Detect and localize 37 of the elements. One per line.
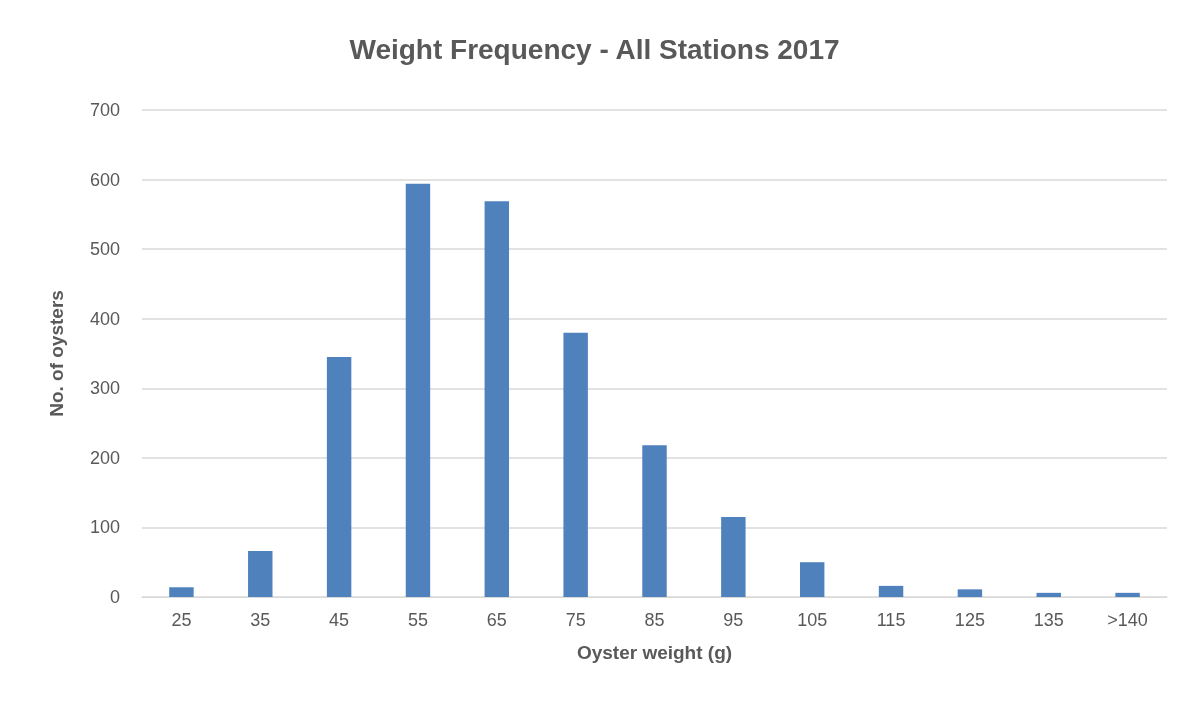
y-axis-title: No. of oysters <box>46 290 67 417</box>
x-tick-label: 55 <box>407 610 428 630</box>
x-tick-label: >140 <box>1107 610 1148 630</box>
x-tick-label: 75 <box>565 610 586 630</box>
bar <box>642 445 667 597</box>
bar <box>957 589 983 597</box>
x-tick-label: 135 <box>1033 610 1064 630</box>
bar <box>563 332 588 597</box>
x-tick-label: 25 <box>171 610 192 630</box>
y-tick-label: 500 <box>89 239 120 260</box>
chart-title: Weight Frequency - All Stations 2017 <box>349 33 840 65</box>
x-axis-title: Oyster weight (g) <box>576 642 733 663</box>
bar <box>169 587 194 597</box>
x-tick-label: 85 <box>644 610 665 630</box>
x-tick-label: 125 <box>954 610 985 630</box>
bar <box>1115 592 1140 597</box>
bar <box>484 201 510 597</box>
y-tick-label: 600 <box>89 169 120 190</box>
y-tick-label: 700 <box>89 100 120 120</box>
bar <box>248 551 273 597</box>
bar <box>799 562 825 597</box>
y-tick-label: 400 <box>89 308 120 329</box>
x-tick-label: 105 <box>797 610 828 630</box>
y-tick-label: 200 <box>89 447 120 468</box>
bar <box>326 356 352 597</box>
y-tick-label: 300 <box>89 378 120 399</box>
bar <box>1036 592 1061 597</box>
bar <box>405 183 431 597</box>
y-tick-label: 0 <box>109 587 120 607</box>
x-tick-label: 65 <box>486 610 507 630</box>
bar <box>721 516 746 597</box>
x-tick-label: 95 <box>723 610 744 630</box>
y-tick-label: 100 <box>89 517 120 538</box>
x-tick-label: 35 <box>250 610 271 630</box>
x-tick-label: 115 <box>876 610 906 630</box>
x-tick-label: 45 <box>329 610 350 630</box>
bar <box>878 585 904 597</box>
